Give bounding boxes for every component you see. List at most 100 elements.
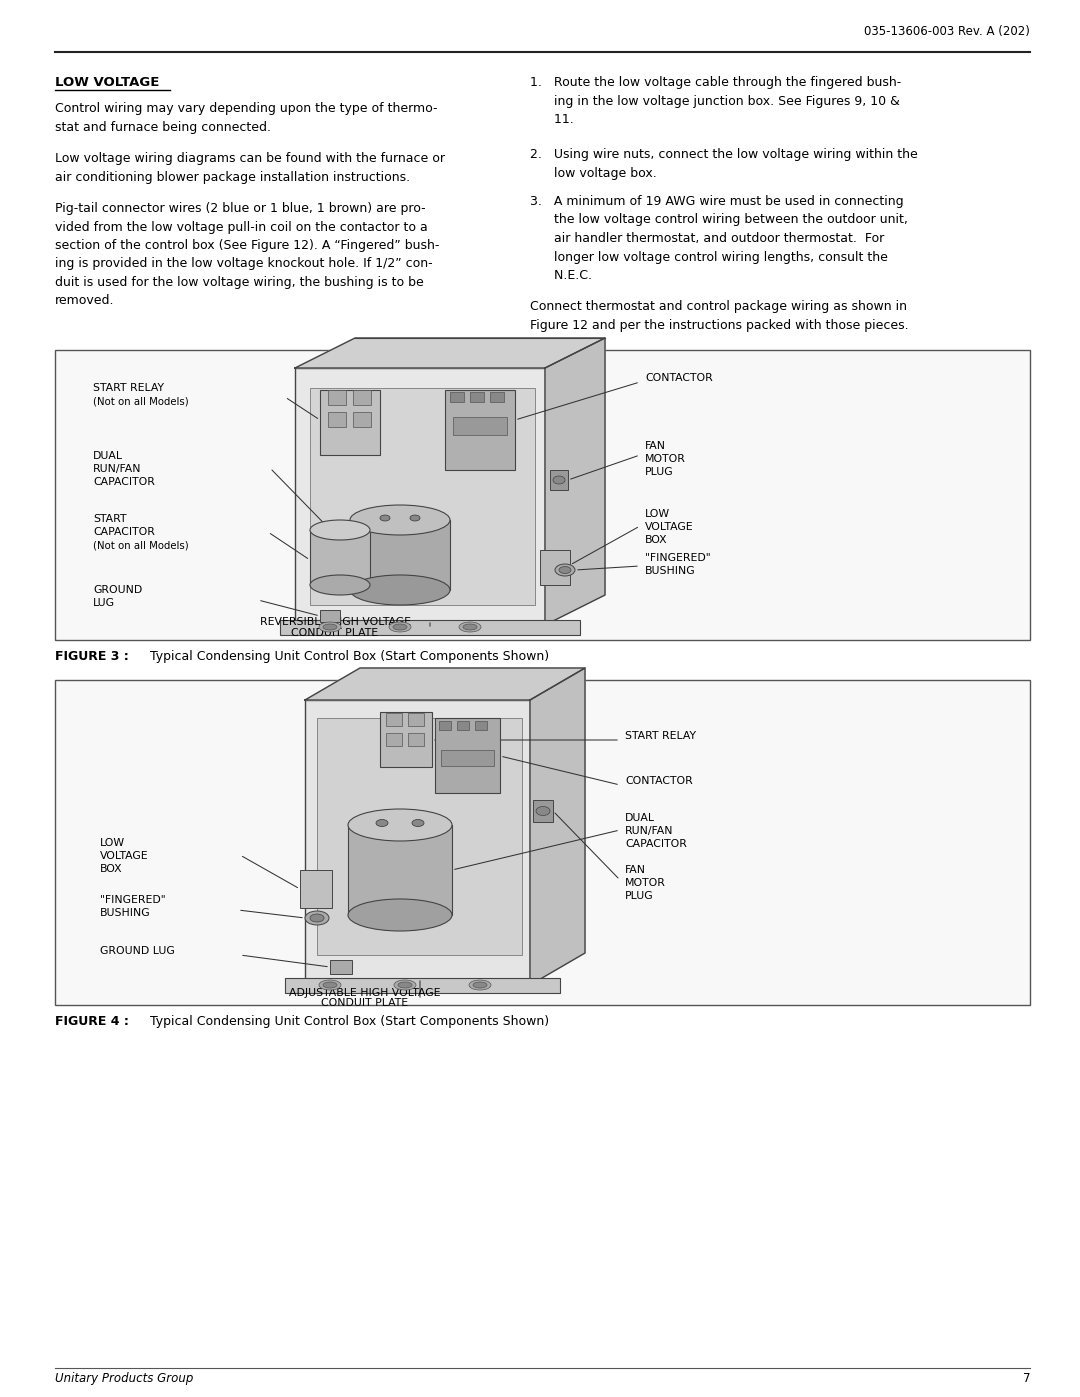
Text: Pig-tail connector wires (2 blue or 1 blue, 1 brown) are pro-
vided from the low: Pig-tail connector wires (2 blue or 1 bl… <box>55 203 440 307</box>
Bar <box>457 721 469 731</box>
Ellipse shape <box>459 622 481 631</box>
Polygon shape <box>305 668 585 700</box>
Bar <box>353 390 372 405</box>
Ellipse shape <box>393 624 407 630</box>
Text: LOW VOLTAGE: LOW VOLTAGE <box>55 75 160 89</box>
Text: CONTACTOR: CONTACTOR <box>625 775 692 787</box>
Ellipse shape <box>310 914 324 922</box>
Ellipse shape <box>350 504 450 535</box>
Text: VOLTAGE: VOLTAGE <box>645 522 693 532</box>
Text: CONTACTOR: CONTACTOR <box>645 373 713 383</box>
Polygon shape <box>295 338 605 367</box>
Bar <box>380 712 432 767</box>
Ellipse shape <box>348 809 453 841</box>
Bar <box>280 620 580 636</box>
Bar <box>438 721 451 731</box>
Ellipse shape <box>323 624 337 630</box>
Ellipse shape <box>319 981 341 990</box>
Text: VOLTAGE: VOLTAGE <box>100 851 149 861</box>
Bar <box>475 721 487 731</box>
Text: "FINGERED": "FINGERED" <box>100 895 165 905</box>
Text: (Not on all Models): (Not on all Models) <box>93 541 189 550</box>
Ellipse shape <box>323 982 337 988</box>
Text: LOW: LOW <box>645 509 670 520</box>
Text: BUSHING: BUSHING <box>100 908 150 918</box>
Bar <box>534 800 553 821</box>
Ellipse shape <box>469 981 491 990</box>
Text: MOTOR: MOTOR <box>645 454 686 464</box>
Polygon shape <box>545 338 605 624</box>
Text: BUSHING: BUSHING <box>645 566 696 576</box>
Text: (Not on all Models): (Not on all Models) <box>93 395 189 407</box>
Bar <box>453 416 507 434</box>
Polygon shape <box>530 668 585 985</box>
Text: Low voltage wiring diagrams can be found with the furnace or
air conditioning bl: Low voltage wiring diagrams can be found… <box>55 152 445 183</box>
Text: GROUND LUG: GROUND LUG <box>100 946 175 956</box>
Ellipse shape <box>473 982 487 988</box>
Text: CONDUIT PLATE: CONDUIT PLATE <box>322 997 408 1009</box>
Text: "FINGERED": "FINGERED" <box>645 553 711 563</box>
Bar <box>305 700 530 985</box>
Ellipse shape <box>555 564 575 576</box>
Text: START RELAY: START RELAY <box>625 731 696 740</box>
Bar <box>540 550 570 585</box>
Text: CAPACITOR: CAPACITOR <box>93 527 154 536</box>
Text: 2.   Using wire nuts, connect the low voltage wiring within the
      low voltag: 2. Using wire nuts, connect the low volt… <box>530 148 918 179</box>
Text: START: START <box>93 514 126 524</box>
Bar <box>441 750 494 766</box>
Bar <box>300 870 332 908</box>
Bar <box>318 718 522 956</box>
Ellipse shape <box>376 820 388 827</box>
Text: BOX: BOX <box>100 863 123 875</box>
Ellipse shape <box>411 820 424 827</box>
Text: 3.   A minimum of 19 AWG wire must be used in connecting
      the low voltage c: 3. A minimum of 19 AWG wire must be used… <box>530 196 908 282</box>
Ellipse shape <box>348 900 453 930</box>
Text: DUAL: DUAL <box>93 451 123 461</box>
Text: PLUG: PLUG <box>625 891 653 901</box>
Text: PLUG: PLUG <box>645 467 674 476</box>
Text: Control wiring may vary depending upon the type of thermo-
stat and furnace bein: Control wiring may vary depending upon t… <box>55 102 437 134</box>
Text: RUN/FAN: RUN/FAN <box>93 464 141 474</box>
Ellipse shape <box>350 576 450 605</box>
Bar <box>445 390 515 469</box>
Ellipse shape <box>389 622 411 631</box>
Ellipse shape <box>310 576 370 595</box>
Bar <box>353 412 372 427</box>
Ellipse shape <box>305 911 329 925</box>
Text: START RELAY: START RELAY <box>93 383 164 393</box>
Text: CONDUIT PLATE: CONDUIT PLATE <box>292 629 379 638</box>
Text: LOW: LOW <box>100 838 125 848</box>
Text: LUG: LUG <box>93 598 114 608</box>
Ellipse shape <box>559 567 571 574</box>
Ellipse shape <box>399 982 411 988</box>
Bar <box>320 390 380 455</box>
Bar <box>408 712 424 726</box>
Bar <box>310 388 535 605</box>
Bar <box>350 520 450 590</box>
Bar <box>55 680 1030 1004</box>
Text: Typical Condensing Unit Control Box (Start Components Shown): Typical Condensing Unit Control Box (Sta… <box>141 1016 549 1028</box>
Bar <box>55 351 1030 640</box>
Bar <box>386 712 402 726</box>
Bar <box>328 390 346 405</box>
Bar <box>435 718 500 793</box>
Text: FIGURE 4 :: FIGURE 4 : <box>55 1016 129 1028</box>
Text: ADJUSTABLE HIGH VOLTAGE: ADJUSTABLE HIGH VOLTAGE <box>289 988 441 997</box>
Text: RUN/FAN: RUN/FAN <box>625 826 674 835</box>
Bar <box>295 367 545 624</box>
Bar <box>386 733 402 746</box>
Bar <box>470 393 484 402</box>
Bar <box>490 393 504 402</box>
Bar <box>330 960 352 974</box>
Bar <box>408 733 424 746</box>
Text: 7: 7 <box>1023 1372 1030 1384</box>
Ellipse shape <box>394 981 416 990</box>
Text: Unitary Products Group: Unitary Products Group <box>55 1372 193 1384</box>
Text: 1.   Route the low voltage cable through the fingered bush-
      ing in the low: 1. Route the low voltage cable through t… <box>530 75 901 126</box>
Ellipse shape <box>410 515 420 521</box>
Text: Typical Condensing Unit Control Box (Start Components Shown): Typical Condensing Unit Control Box (Sta… <box>141 650 549 664</box>
Bar <box>310 529 370 585</box>
Text: MOTOR: MOTOR <box>625 877 666 888</box>
Text: FIGURE 3 :: FIGURE 3 : <box>55 650 129 664</box>
Text: CAPACITOR: CAPACITOR <box>625 840 687 849</box>
